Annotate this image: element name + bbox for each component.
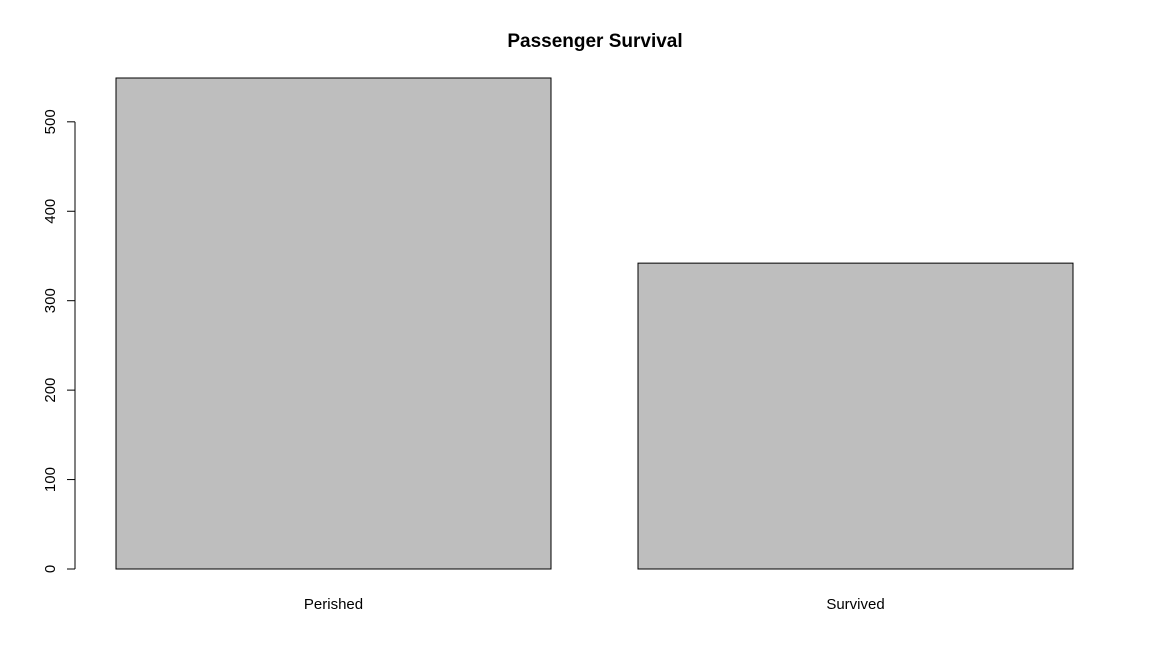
y-tick-label: 500 <box>42 109 59 134</box>
chart-title: Passenger Survival <box>507 31 682 52</box>
y-tick-label: 0 <box>42 565 59 573</box>
bar-survived <box>637 262 1074 570</box>
bars <box>115 77 1074 570</box>
y-tick-label: 100 <box>42 467 59 492</box>
bar-perished <box>115 77 552 570</box>
x-axis-labels: Perished Survived <box>304 596 885 613</box>
y-tick-label: 200 <box>42 378 59 403</box>
x-tick-label-survived: Survived <box>826 596 884 613</box>
y-tick-label: 400 <box>42 199 59 224</box>
y-axis: 0 100 200 300 400 500 <box>42 109 76 573</box>
x-tick-label-perished: Perished <box>304 596 363 613</box>
y-tick-label: 300 <box>42 288 59 313</box>
